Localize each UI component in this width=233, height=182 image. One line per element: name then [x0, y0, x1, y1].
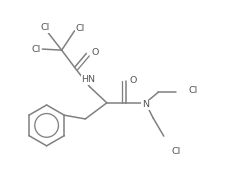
Text: Cl: Cl: [31, 45, 41, 54]
Text: Cl: Cl: [75, 24, 85, 33]
Text: Cl: Cl: [188, 86, 197, 96]
Text: Cl: Cl: [171, 147, 180, 156]
Text: HN: HN: [82, 75, 96, 84]
Text: Cl: Cl: [41, 23, 50, 32]
Text: N: N: [142, 100, 149, 110]
Text: O: O: [129, 76, 137, 85]
Text: O: O: [91, 48, 99, 57]
